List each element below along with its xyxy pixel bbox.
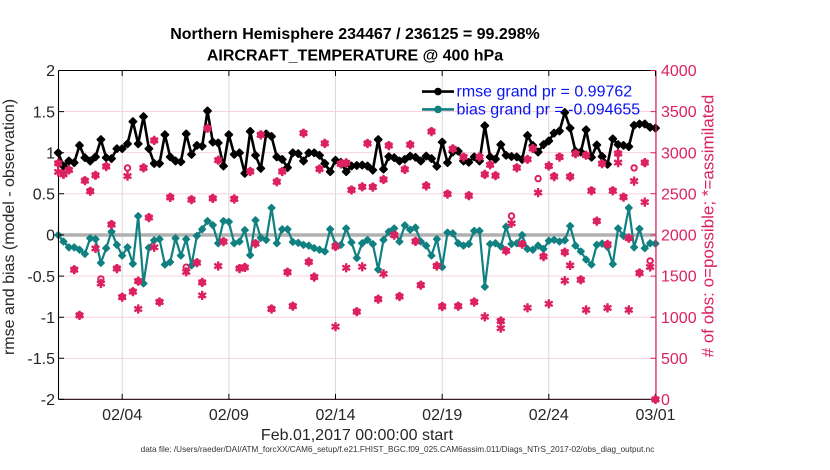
svg-text:02/04: 02/04 (102, 407, 142, 424)
svg-text:-0.5: -0.5 (27, 269, 55, 286)
svg-text:4000: 4000 (661, 63, 697, 80)
svg-text:0: 0 (661, 392, 670, 409)
svg-text:02/24: 02/24 (529, 407, 569, 424)
svg-text:02/19: 02/19 (422, 407, 462, 424)
svg-text:AIRCRAFT_TEMPERATURE @ 400 hPa: AIRCRAFT_TEMPERATURE @ 400 hPa (207, 47, 503, 64)
svg-text:2500: 2500 (661, 186, 697, 203)
svg-text:1000: 1000 (661, 310, 697, 327)
svg-text:rmse grand pr = 0.99762: rmse grand pr = 0.99762 (457, 84, 633, 101)
svg-text:rmse and bias (model - observa: rmse and bias (model - observation) (1, 99, 18, 355)
svg-text:-1: -1 (41, 310, 55, 327)
svg-text:02/14: 02/14 (315, 407, 355, 424)
svg-text:-2: -2 (41, 392, 55, 409)
svg-text:Feb.01,2017 00:00:00 start: Feb.01,2017 00:00:00 start (261, 427, 454, 444)
svg-text:0: 0 (46, 228, 55, 245)
svg-text:2000: 2000 (661, 228, 697, 245)
svg-text:1.5: 1.5 (33, 104, 55, 121)
svg-text:0.5: 0.5 (33, 187, 55, 204)
svg-text:-1.5: -1.5 (27, 351, 55, 368)
svg-text:1500: 1500 (661, 269, 697, 286)
svg-text:1: 1 (46, 145, 55, 162)
svg-text:3500: 3500 (661, 104, 697, 121)
svg-text:500: 500 (661, 351, 688, 368)
svg-text:02/09: 02/09 (209, 407, 249, 424)
svg-text:3000: 3000 (661, 145, 697, 162)
svg-text:Northern Hemisphere 234467 / 2: Northern Hemisphere 234467 / 236125 = 99… (170, 26, 540, 43)
svg-text:bias grand pr = -0.094655: bias grand pr = -0.094655 (457, 101, 641, 118)
svg-text:data file: /Users/raeder/DAI/A: data file: /Users/raeder/DAI/ATM_forcXX/… (141, 445, 655, 454)
svg-text:# of obs: o=possible; *=assimi: # of obs: o=possible; *=assimilated (699, 95, 718, 358)
svg-text:2: 2 (46, 63, 55, 80)
svg-text:03/01: 03/01 (635, 407, 675, 424)
